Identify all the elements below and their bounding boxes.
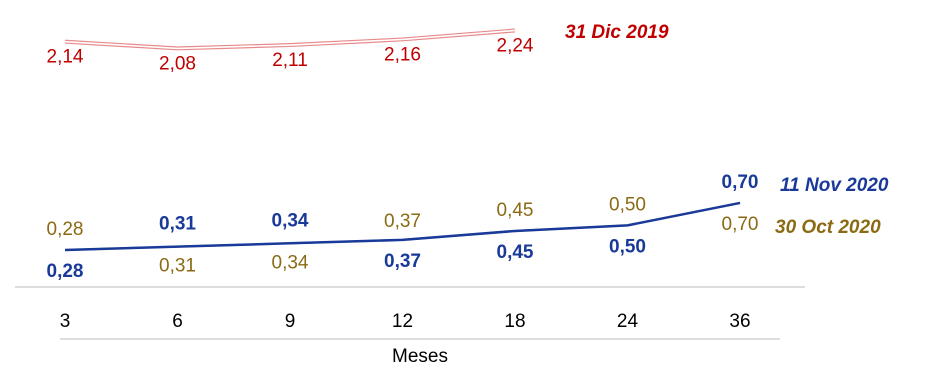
data-label: 0,70: [722, 172, 759, 193]
data-label: 0,37: [384, 211, 421, 232]
data-label: 0,70: [722, 214, 759, 235]
data-label: 0,45: [497, 242, 534, 263]
data-label: 0,45: [497, 200, 534, 221]
data-label: 0,28: [47, 219, 84, 240]
data-label: 0,31: [159, 256, 196, 277]
data-label: 0,31: [159, 214, 196, 235]
series-line: [64, 201, 741, 252]
x-tick-label: 12: [392, 311, 413, 332]
x-axis-title: Meses: [392, 346, 448, 367]
data-label: 2,08: [159, 53, 196, 74]
legend-label: 11 Nov 2020: [780, 175, 889, 196]
x-tick-label: 9: [285, 311, 296, 332]
x-tick-label: 18: [504, 311, 525, 332]
series-line-inner: [64, 29, 516, 50]
x-tick-label: 24: [617, 311, 639, 332]
data-label: 0,28: [47, 261, 84, 282]
data-label: 2,24: [497, 35, 534, 56]
data-label: 0,50: [609, 194, 646, 215]
x-tick-label: 36: [729, 311, 750, 332]
data-label: 0,34: [272, 252, 309, 273]
data-label: 2,14: [47, 47, 84, 68]
data-label: 2,11: [272, 50, 308, 71]
legend-label: 31 Dic 2019: [565, 22, 669, 43]
data-label: 0,50: [609, 236, 646, 257]
data-label: 0,37: [384, 251, 421, 272]
data-label: 2,16: [384, 44, 421, 65]
data-label: 0,34: [272, 210, 309, 231]
legend-label: 30 Oct 2020: [775, 217, 881, 238]
x-tick-label: 6: [172, 311, 183, 332]
x-tick-label: 3: [60, 311, 71, 332]
